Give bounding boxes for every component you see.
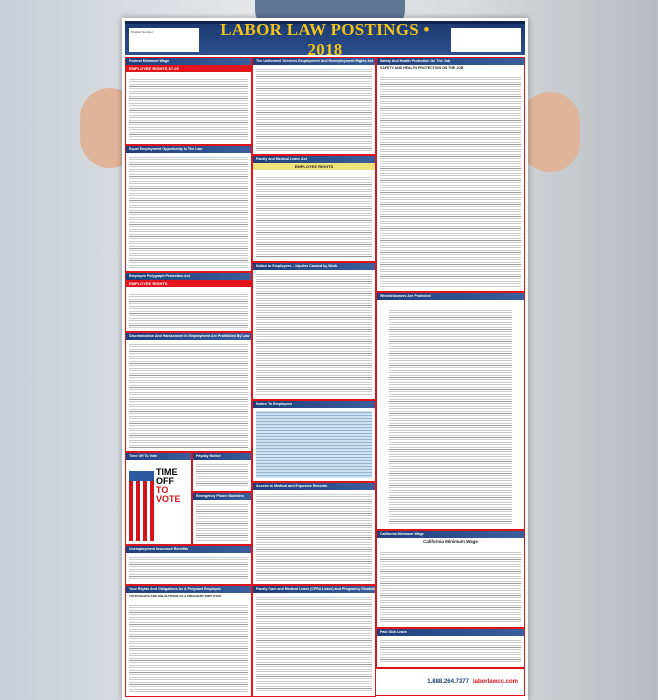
panel-title: Equal Employment Opportunity Is The Law: [126, 146, 251, 153]
panel-subtitle: California Minimum Wage: [377, 538, 524, 545]
panel-title: Time Off To Vote: [126, 453, 191, 460]
panel-subtitle: EMPLOYEE RIGHTS $7.25: [126, 65, 251, 72]
panel-time-off-to-vote: Time Off To Vote TIME OFF TO VOTE: [125, 452, 192, 545]
footer-phone: 1.888.264.7377: [427, 679, 469, 685]
panel-emergency-numbers: Emergency Phone Numbers: [192, 492, 252, 545]
panel-title: Unemployment Insurance Benefits: [126, 546, 251, 553]
panel-paid-sick-leave: Paid Sick Leave: [376, 628, 525, 668]
panel-title: Notice to Employees – Injuries Caused by…: [253, 263, 375, 270]
panel-title: Federal Minimum Wage: [126, 58, 251, 65]
panel-title: Whistleblowers Are Protected: [377, 293, 524, 300]
panel-title: Emergency Phone Numbers: [193, 493, 251, 500]
panel-title: Family and Medical Leave Act: [253, 156, 375, 163]
panel-title: The Uniformed Services Employment And Re…: [253, 58, 375, 65]
panel-polygraph: Employee Polygraph Protection Act EMPLOY…: [125, 272, 252, 332]
panel-title: Safety And Health Protection On The Job: [377, 58, 524, 65]
panel-subtitle: YOUR RIGHTS AND OBLIGATIONS AS A PREGNAN…: [126, 593, 251, 599]
panel-medical-records: Access to Medical and Exposure Records: [252, 482, 376, 585]
right-hand: [520, 92, 580, 172]
poster-footer: 1.888.264.7377 laborlawcc.com: [375, 668, 525, 696]
legend-box: [451, 27, 521, 52]
panel-notice-to-employees: Notice To Employees: [252, 400, 376, 482]
panel-title: Family Care and Medical Leave (CFRA Leav…: [253, 586, 375, 593]
panel-safety-health: Safety And Health Protection On The Job …: [376, 57, 525, 292]
poster-header: Product Number LABOR LAW POSTINGS • 2018: [125, 20, 525, 59]
panel-cfra: Family Care and Medical Leave (CFRA Leav…: [252, 585, 376, 697]
panel-whistleblowers: Whistleblowers Are Protected: [376, 292, 525, 530]
panel-title: Access to Medical and Exposure Records: [253, 483, 375, 490]
vote-heading: TIME OFF TO VOTE: [156, 468, 191, 504]
footer-logo: laborlawcc.com: [472, 679, 518, 685]
panel-title: Notice To Employees: [253, 401, 375, 408]
panel-subtitle: EMPLOYEE RIGHTS: [253, 163, 375, 170]
product-number-box: Product Number: [129, 27, 199, 52]
panel-federal-minimum-wage: Federal Minimum Wage EMPLOYEE RIGHTS $7.…: [125, 57, 252, 145]
panel-title: Paid Sick Leave: [377, 629, 524, 636]
panel-title: Discrimination And Harassment In Employm…: [126, 333, 251, 340]
panel-injuries-notice: Notice to Employees – Injuries Caused by…: [252, 262, 376, 400]
labor-law-poster: Product Number LABOR LAW POSTINGS • 2018…: [122, 18, 528, 700]
panel-userra: The Uniformed Services Employment And Re…: [252, 57, 376, 155]
panel-unemployment: Unemployment Insurance Benefits: [125, 545, 252, 585]
poster-title: LABOR LAW POSTINGS • 2018: [220, 19, 430, 59]
panel-california-minimum-wage: California Minimum Wage California Minim…: [376, 530, 525, 628]
panel-payday-notice: Payday Notice: [192, 452, 252, 492]
panel-title: California Minimum Wage: [377, 531, 524, 538]
panel-eeo: Equal Employment Opportunity Is The Law: [125, 145, 252, 272]
panel-title: Payday Notice: [193, 453, 251, 460]
panel-fmla: Family and Medical Leave Act EMPLOYEE RI…: [252, 155, 376, 262]
panel-pregnant-employee: Your Rights And Obligations As A Pregnan…: [125, 585, 252, 697]
panel-discrimination: Discrimination And Harassment In Employm…: [125, 332, 252, 452]
panel-subtitle: EMPLOYEE RIGHTS: [126, 280, 251, 287]
panel-title: Employee Polygraph Protection Act: [126, 273, 251, 280]
panel-title: Your Rights And Obligations As A Pregnan…: [126, 586, 251, 593]
panel-subtitle: SAFETY AND HEALTH PROTECTION ON THE JOB: [377, 65, 524, 71]
ballot-box-image: [129, 471, 154, 541]
